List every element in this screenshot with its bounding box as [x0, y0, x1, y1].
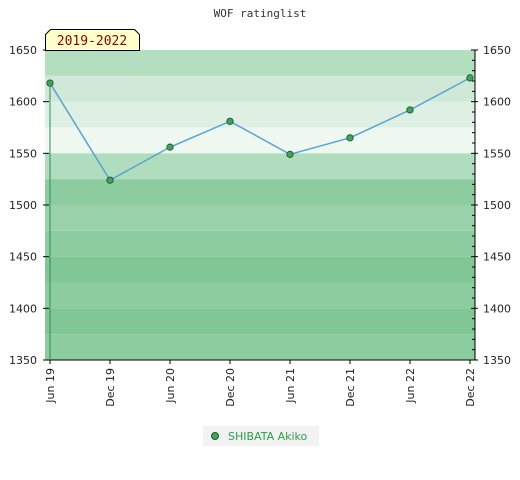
x-tick-label: Dec 20	[224, 368, 237, 407]
background-band	[45, 256, 475, 283]
period-badge-label: 2019-2022	[57, 34, 127, 49]
data-point	[46, 79, 54, 87]
data-point	[106, 176, 114, 184]
y-tick-label-left: 1550	[9, 147, 37, 160]
data-point	[286, 150, 294, 158]
legend: SHIBATA Akiko	[203, 426, 319, 446]
series-layer	[46, 74, 474, 184]
x-tick-label: Dec 21	[344, 368, 357, 407]
x-tick-label: Dec 22	[464, 368, 477, 407]
series-line	[49, 77, 471, 182]
x-tick-label: Jun 21	[284, 368, 297, 404]
data-point	[226, 117, 234, 125]
y-tick-label-right: 1500	[483, 199, 511, 212]
x-tick-label: Jun 22	[404, 368, 417, 404]
y-tick-label-right: 1450	[483, 251, 511, 264]
background-band	[45, 179, 475, 205]
y-tick-label-right: 1400	[483, 302, 511, 315]
background-band	[45, 205, 475, 231]
background-band	[45, 230, 475, 257]
chart-title: WOF ratinglist	[214, 7, 307, 20]
background-band	[45, 50, 475, 76]
y-tick-label-right: 1650	[483, 44, 511, 57]
background-band	[45, 75, 475, 102]
axes: 1350 1350 1400 1400 1450 1450 1500 1500 1550 1550…	[9, 44, 511, 407]
y-tick-label-right: 1550	[483, 147, 511, 160]
background-band	[45, 308, 475, 335]
y-tick-label-left: 1600	[9, 96, 37, 109]
period-badge: 2019-2022	[45, 29, 140, 51]
background-band	[45, 334, 475, 360]
y-tick-label-left: 1450	[9, 251, 37, 264]
data-point	[346, 134, 354, 142]
y-tick-label-right: 1350	[483, 354, 511, 367]
legend-label: SHIBATA Akiko	[228, 429, 308, 443]
y-tick-label-left: 1350	[9, 354, 37, 367]
background-band	[45, 282, 475, 309]
y-tick-label-left: 1500	[9, 199, 37, 212]
period-badge-box	[45, 29, 140, 51]
data-point	[166, 143, 174, 151]
y-tick-label-left: 1400	[9, 302, 37, 315]
background-band	[45, 127, 475, 154]
x-tick-label: Dec 19	[104, 368, 117, 407]
x-tick-label: Jun 20	[164, 368, 177, 404]
y-tick-label-right: 1600	[483, 96, 511, 109]
data-point	[406, 106, 414, 114]
x-tick-label: Jun 19	[44, 368, 57, 404]
background-bands	[45, 50, 475, 360]
y-tick-label-left: 1650	[9, 44, 37, 57]
data-point	[466, 74, 474, 82]
background-band	[45, 153, 475, 180]
background-band	[45, 101, 475, 128]
legend-marker-icon	[211, 432, 219, 440]
